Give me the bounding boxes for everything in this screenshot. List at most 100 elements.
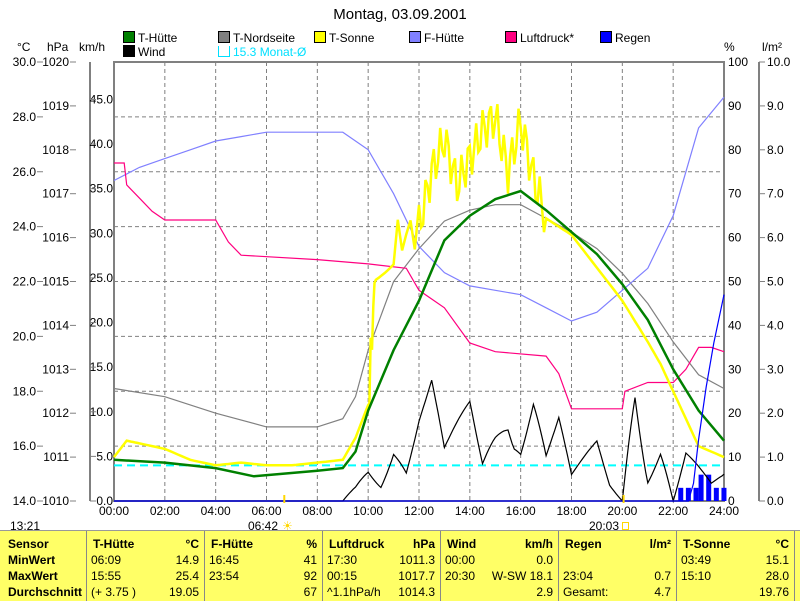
tick-label-hpa: 1020 <box>42 55 69 69</box>
tick-label-percent: 0 <box>728 494 735 508</box>
unit-kmh: km/h <box>79 40 106 54</box>
table-cell: 0.7 <box>654 569 671 583</box>
tick-label-kmh: 30.0 <box>90 226 114 240</box>
tick-label-rain: 1.0 <box>767 450 784 464</box>
table-column-wind: Wind km/h 00:00 0.0 20:30 W-SW 18.1 2.9 <box>441 531 559 601</box>
tick-label-celsius: 16.0 <box>13 439 37 453</box>
table-cell: 2.9 <box>536 585 553 599</box>
table-cell: MaxWert <box>8 569 58 583</box>
tick-label-kmh: 15.0 <box>90 360 114 374</box>
x-tick-label: 06:00 <box>251 504 281 518</box>
series-t-sonne <box>113 104 725 467</box>
series-regen <box>114 294 725 502</box>
x-tick-label: 22:00 <box>658 504 688 518</box>
tick-label-hpa: 1015 <box>42 275 69 289</box>
table-cell: 20:30 <box>445 569 476 583</box>
table-cell: °C <box>775 537 789 551</box>
sun-icon: ☀ <box>282 519 293 533</box>
table-cell: T-Hütte <box>93 537 135 551</box>
table-cell: F-Hütte <box>211 537 253 551</box>
table-cell: hPa <box>412 537 435 551</box>
legend-monthly-mean: 15.3 Monat-Ø <box>218 45 306 59</box>
rain-bar <box>698 474 704 501</box>
statistics-table: Sensor MinWert MaxWert Durchschnitt T-Hütte °… <box>0 530 800 601</box>
table-cell: 1017.7 <box>398 569 435 583</box>
chart-title: Montag, 03.09.2001 <box>333 6 467 23</box>
table-cell: MinWert <box>8 553 56 567</box>
series-t-nordseite <box>113 204 725 428</box>
tick-label-rain: 3.0 <box>767 362 784 376</box>
series-t-h-tte <box>113 189 725 478</box>
table-cell: 14.9 <box>175 553 199 567</box>
series-luftdruck- <box>114 162 725 410</box>
tick-label-celsius: 30.0 <box>13 55 37 69</box>
tick-label-kmh: 5.0 <box>96 449 113 463</box>
tick-label-kmh: 20.0 <box>90 316 114 330</box>
tick-label-percent: 10 <box>728 450 742 464</box>
x-tick-label: 02:00 <box>150 504 180 518</box>
table-cell: 17:30 <box>327 553 358 567</box>
table-cell: 28.0 <box>765 569 789 583</box>
table-cell: 16:45 <box>209 553 240 567</box>
x-tick-label: 08:00 <box>302 504 332 518</box>
tick-label-percent: 80 <box>728 143 742 157</box>
table-cell: 23:04 <box>563 569 594 583</box>
table-cell: (+ 3.75 ) <box>91 585 137 599</box>
table-cell: km/h <box>524 537 553 551</box>
table-cell: Durchschnitt <box>8 585 83 599</box>
tick-label-kmh: 40.0 <box>90 137 114 151</box>
series-f-h-tte <box>113 96 725 322</box>
x-tick-label: 04:00 <box>201 504 231 518</box>
table-cell: 1014.3 <box>398 585 435 599</box>
series-wind <box>114 380 725 504</box>
tick-label-percent: 90 <box>728 99 742 113</box>
table-cell: 15:10 <box>681 569 712 583</box>
unit-celsius: °C <box>17 40 31 54</box>
x-tick-label: 20:00 <box>607 504 637 518</box>
sunset-icon <box>622 522 629 530</box>
tick-label-celsius: 22.0 <box>13 275 37 289</box>
tick-label-percent: 30 <box>728 362 742 376</box>
sunrise-time: 06:42 <box>248 519 279 533</box>
table-cell: 03:49 <box>681 553 712 567</box>
table-cell: Gesamt: <box>563 585 609 599</box>
tick-label-rain: 6.0 <box>767 231 784 245</box>
tick-label-rain: 9.0 <box>767 99 784 113</box>
rain-bar <box>678 487 684 501</box>
legend-t-sonne: T-Sonne <box>314 31 374 45</box>
legend-t-huette: T-Hütte <box>123 31 177 45</box>
legend-t-nordseite: T-Nordseite <box>218 31 295 45</box>
tick-label-percent: 20 <box>728 406 742 420</box>
legend-wind: Wind <box>123 45 165 59</box>
x-tick-label: 14:00 <box>455 504 485 518</box>
tick-label-percent: 100 <box>728 55 748 69</box>
current-time: 13:21 <box>10 519 41 533</box>
table-cell: 92 <box>303 569 317 583</box>
tick-label-rain: 7.0 <box>767 187 784 201</box>
tick-label-rain: 10.0 <box>767 55 791 69</box>
table-column-f-h-tte: F-Hütte% 16:45 41 23:54 92 67 <box>205 531 323 601</box>
tick-label-percent: 50 <box>728 275 742 289</box>
legend-regen: Regen <box>600 31 650 45</box>
table-cell: 00:15 <box>327 569 358 583</box>
table-cell: 4.7 <box>654 585 671 599</box>
tick-label-hpa: 1018 <box>42 143 69 157</box>
legend-f-huette: F-Hütte <box>409 31 464 45</box>
table-cell: W-SW 18.1 <box>491 569 553 583</box>
table-cell: Luftdruck <box>329 537 385 551</box>
sunset-time: 20:03 <box>589 519 620 533</box>
tick-label-hpa: 1012 <box>42 406 69 420</box>
table-cell: 41 <box>303 553 317 567</box>
table-column-regen: Regen l/m² 23:04 0.7 Gesamt: 4.7 <box>559 531 677 601</box>
tick-label-hpa: 1016 <box>42 231 69 245</box>
rain-bar <box>721 487 727 501</box>
tick-label-percent: 70 <box>728 187 742 201</box>
table-cell: Wind <box>447 537 477 551</box>
table-cell: °C <box>185 537 199 551</box>
tick-label-rain: 5.0 <box>767 275 784 289</box>
tick-label-percent: 40 <box>728 318 742 332</box>
table-cell: 25.4 <box>175 569 199 583</box>
legend-luftdruck: Luftdruck* <box>505 31 574 45</box>
tick-label-celsius: 20.0 <box>13 329 37 343</box>
tick-label-celsius: 24.0 <box>13 220 37 234</box>
